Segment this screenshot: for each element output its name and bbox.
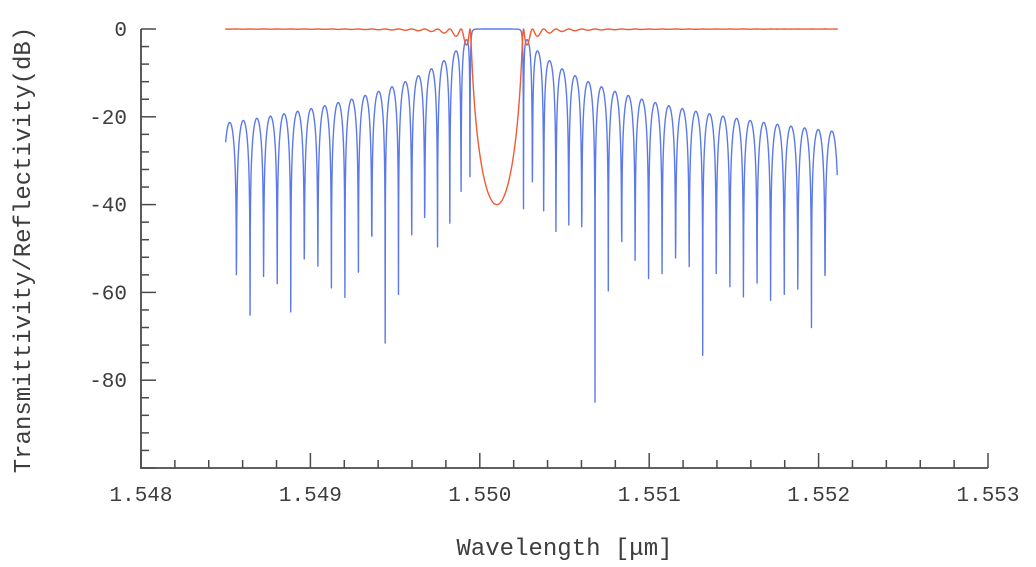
reflectivity-curve — [225, 28, 838, 403]
tick-labels-group: 1.548 1.549 1.550 1.551 1.552 1.553 0 -20 -40 -60… — [89, 20, 1019, 508]
x-axis-label: Wavelength [μm] — [456, 536, 673, 563]
axis-lines — [140, 29, 988, 469]
axes-group — [140, 29, 988, 469]
y-tick-label: -40 — [89, 196, 127, 219]
y-axis-label: Transmittivity/Reflectivity(dB) — [11, 26, 38, 474]
y-tick-label: 0 — [114, 20, 127, 43]
transmittivity-curve — [225, 28, 838, 206]
y-tick-label: -60 — [89, 283, 127, 306]
x-tick-label: 1.550 — [448, 485, 511, 508]
x-tick-label: 1.549 — [279, 485, 342, 508]
series-group — [225, 28, 838, 403]
x-tick-label: 1.552 — [787, 485, 850, 508]
x-tick-label: 1.551 — [618, 485, 681, 508]
ticks-group — [140, 28, 989, 469]
x-tick-label: 1.553 — [956, 485, 1019, 508]
y-tick-label: -20 — [89, 108, 127, 131]
x-tick-label: 1.548 — [109, 485, 172, 508]
y-tick-label: -80 — [89, 371, 127, 394]
